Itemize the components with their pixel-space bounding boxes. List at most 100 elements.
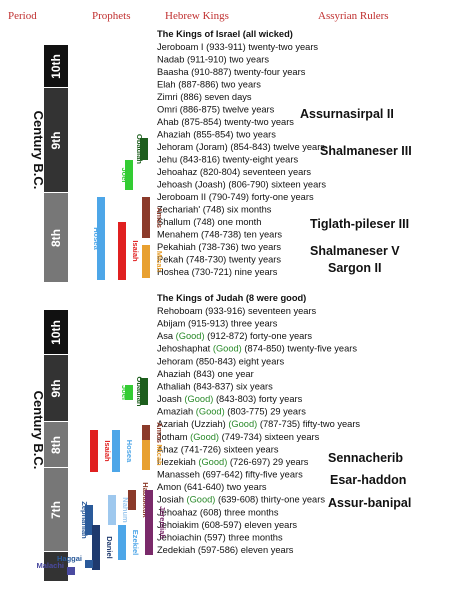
prophet-bar xyxy=(142,425,150,440)
king-name: Menahem xyxy=(157,230,199,240)
prophet-bar xyxy=(85,560,93,568)
king-entry: Jeroboam I (933-911) twenty-two years xyxy=(157,42,318,52)
prophet-bar xyxy=(142,245,150,278)
king-name: Pekah xyxy=(157,255,183,265)
king-name: Nadab xyxy=(157,55,184,65)
king-reign: (597-586) eleven years xyxy=(198,545,294,555)
king-entry: Hezekiah (Good) (726-697) 29 years xyxy=(157,457,309,467)
ruler-name: Assur-banipal xyxy=(328,496,411,510)
king-entry: Ahab (875-854) twenty-two years xyxy=(157,117,294,127)
king-reign: (875-854) twenty-two years xyxy=(181,117,294,127)
king-name: Zechariah' xyxy=(157,205,200,215)
king-entry: Pekahiah (738-736) two years xyxy=(157,242,281,252)
ruler-name: Assurnasirpal II xyxy=(300,107,394,121)
king-reign: (748) six months xyxy=(203,205,272,215)
prophet-label: Obadiah xyxy=(135,134,144,164)
prophet-bar xyxy=(128,490,136,510)
king-name: Ahab xyxy=(157,117,179,127)
prophet-bar xyxy=(140,138,148,160)
king-name: Manasseh xyxy=(157,470,200,480)
prophet-label: Nahum xyxy=(121,497,130,523)
king-entry: Nadab (911-910) two years xyxy=(157,55,269,65)
king-reign: (820-804) seventeen years xyxy=(200,167,311,177)
king-reign: (806-790) sixteen years xyxy=(228,180,326,190)
king-name: Ahaziah xyxy=(157,369,191,379)
king-name: Jehoram (Joram) xyxy=(157,142,228,152)
king-reign: (697-642) fifty-five years xyxy=(203,470,304,480)
prophet-bar xyxy=(108,495,116,525)
century-bar xyxy=(44,355,68,421)
king-note: (Good) xyxy=(228,419,257,429)
king-name: Hoshea xyxy=(157,267,190,277)
king-reign: (843-816) twenty-eight years xyxy=(180,155,299,165)
king-entry: Jehoram (850-843) eight years xyxy=(157,356,284,366)
king-entry: Jehoash (Joash) (806-790) sixteen years xyxy=(157,180,326,190)
king-entry: Zedekiah (597-586) eleven years xyxy=(157,545,294,555)
king-name: Jeroboam II xyxy=(157,192,206,202)
king-entry: Amon (641-640) two years xyxy=(157,482,267,492)
king-name: Jehoshaphat xyxy=(157,344,211,354)
king-entry: Ahaz (741-726) sixteen years xyxy=(157,444,279,454)
king-reign: (738-736) two years xyxy=(198,242,281,252)
king-entry: Jehoiachin (597) three months xyxy=(157,532,283,542)
king-name: Rehoboam xyxy=(157,306,203,316)
king-note: (Good) xyxy=(184,394,213,404)
king-entry: Jehoahaz (820-804) seventeen years xyxy=(157,167,311,177)
prophet-label: Isaiah xyxy=(131,240,140,262)
king-name: Pekahiah xyxy=(157,242,196,252)
century-bar xyxy=(44,552,68,581)
king-reign: (933-911) twenty-two years xyxy=(206,42,318,52)
king-name: Jehu xyxy=(157,155,177,165)
king-name: Jehoiachin xyxy=(157,532,201,542)
king-reign: (748-738) ten years xyxy=(201,230,282,240)
ruler-name: Esar-haddon xyxy=(330,473,406,487)
king-entry: Asa (Good) (912-872) forty-one years xyxy=(157,331,312,341)
king-name: Jehoash (Joash) xyxy=(157,180,226,190)
prophet-label: Ezekiel xyxy=(131,530,140,555)
prophet-bar xyxy=(67,567,75,575)
king-reign: (748-730) twenty years xyxy=(186,255,281,265)
section-title: The Kings of Israel (all wicked) xyxy=(157,29,293,39)
king-entry: Amaziah (Good) (803-775) 29 years xyxy=(157,407,306,417)
century-bar xyxy=(44,422,68,467)
king-entry: Ahaziah (855-854) two years xyxy=(157,130,276,140)
king-name: Joash xyxy=(157,394,182,404)
column-header: Period xyxy=(8,10,37,22)
king-name: Athaliah xyxy=(157,381,191,391)
prophet-label: Amos xyxy=(155,422,164,443)
king-reign: (843-803) forty years xyxy=(216,394,303,404)
king-entry: Baasha (910-887) twenty-four years xyxy=(157,67,306,77)
ruler-name: Sennacherib xyxy=(328,451,403,465)
king-name: Jehoahaz xyxy=(157,167,198,177)
king-note: (Good) xyxy=(186,495,215,505)
king-reign: (749-734) sixteen years xyxy=(222,432,320,442)
king-reign: (850-843) eight years xyxy=(196,356,285,366)
prophet-bar xyxy=(118,222,126,280)
king-reign: (748) one month xyxy=(193,217,261,227)
king-entry: Manasseh (697-642) fifty-five years xyxy=(157,470,303,480)
king-entry: Jehoram (Joram) (854-843) twelve years xyxy=(157,142,325,152)
king-entry: Abijam (915-913) three years xyxy=(157,319,278,329)
section-title: The Kings of Judah (8 were good) xyxy=(157,293,306,303)
king-reign: (874-850) twenty-five years xyxy=(244,344,357,354)
king-entry: Zechariah' (748) six months xyxy=(157,205,272,215)
king-reign: (912-872) forty-one years xyxy=(207,331,312,341)
column-header: Prophets xyxy=(92,10,131,22)
column-header: Assyrian Rulers xyxy=(318,10,389,22)
king-reign: (854-843) twelve years xyxy=(230,142,325,152)
king-reign: (843-837) six years xyxy=(193,381,273,391)
king-note: (Good) xyxy=(196,407,225,417)
prophet-bar xyxy=(92,525,100,570)
king-entry: Shallum (748) one month xyxy=(157,217,261,227)
king-name: Azariah (Uzziah) xyxy=(157,419,226,429)
century-bar xyxy=(44,45,68,87)
prophet-bar xyxy=(142,440,150,470)
king-reign: (886-875) twelve years xyxy=(180,105,275,115)
king-entry: Pekah (748-730) twenty years xyxy=(157,255,281,265)
king-reign: (790-749) forty-one years xyxy=(209,192,314,202)
king-entry: Jeroboam II (790-749) forty-one years xyxy=(157,192,314,202)
prophet-label: Daniel xyxy=(105,536,114,559)
century-bar xyxy=(44,193,68,282)
century-label: 10th xyxy=(49,54,63,79)
